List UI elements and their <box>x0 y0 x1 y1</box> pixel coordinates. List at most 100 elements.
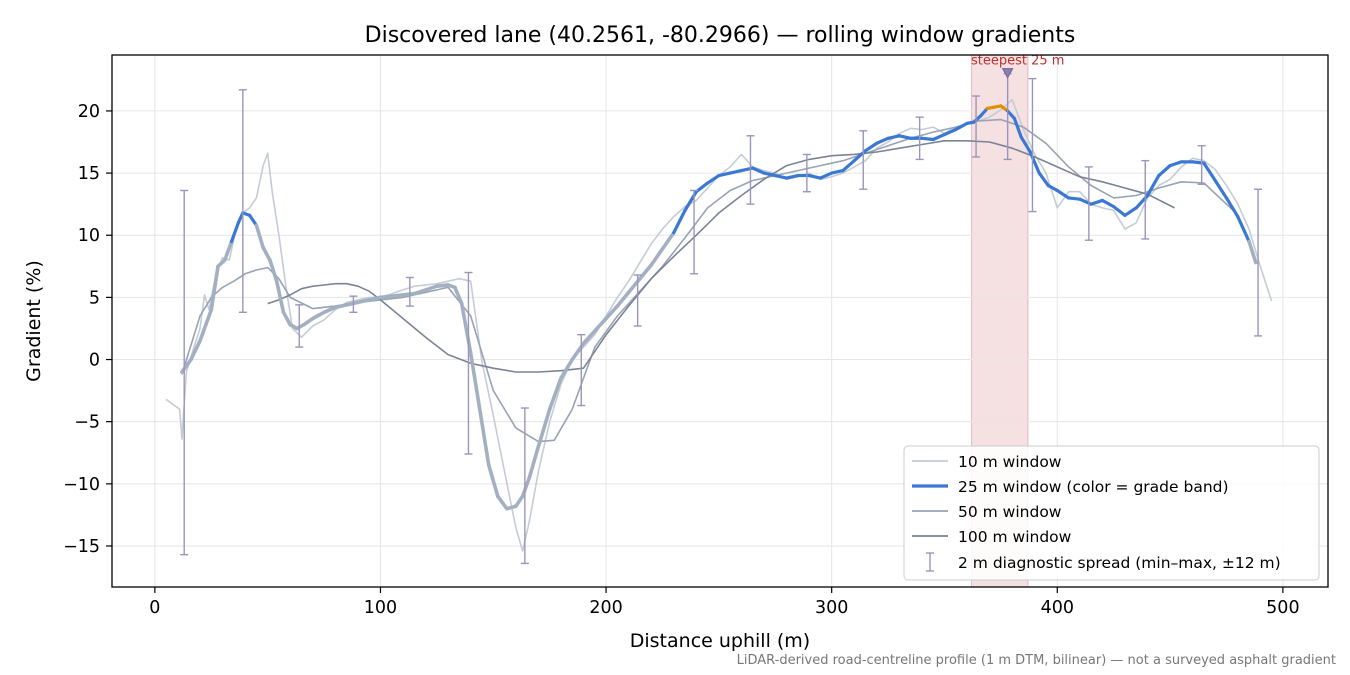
series-25m-segment <box>1006 109 1017 120</box>
series-25m-segment <box>1145 173 1161 198</box>
series-25m-segment <box>863 141 879 153</box>
series-25m-segment <box>649 247 665 267</box>
series-25m-segment <box>807 173 822 180</box>
series-25m-segment <box>495 494 509 511</box>
series-25m-segment <box>367 295 383 302</box>
series-25m-segment <box>527 444 541 480</box>
steepest-marker <box>1001 68 1014 79</box>
series-25m-segment <box>875 136 890 145</box>
legend-errorbar-symbol <box>926 552 934 572</box>
series-25m-segment <box>1224 196 1240 219</box>
series-25m-segment <box>1037 171 1050 188</box>
series-25m-segment <box>268 258 279 284</box>
series-25m-segment <box>672 208 687 235</box>
series-25m-segment <box>841 159 856 173</box>
series-25m-segment <box>310 310 326 321</box>
series-25m-segment <box>356 298 371 305</box>
series-25m-segment <box>1012 116 1023 139</box>
series-25m-segment <box>1236 214 1251 244</box>
plot-frame <box>111 54 1329 588</box>
x-tick-label: 500 <box>1266 598 1299 618</box>
series-layer <box>165 98 1273 552</box>
series-25m-segment <box>615 290 631 308</box>
x-tick-label: 400 <box>1041 598 1074 618</box>
series-25m-segment <box>559 357 575 380</box>
series-25m-segment <box>705 173 721 185</box>
series-25m-segment <box>514 494 525 509</box>
series-25m-segment <box>1089 198 1104 206</box>
series-25m-segment <box>762 171 777 178</box>
series-25m-segment <box>818 171 834 180</box>
series-25m-segment <box>1066 196 1082 201</box>
series-25m-segment <box>1055 188 1071 200</box>
x-tick-label: 100 <box>364 598 397 618</box>
series-25m-segment <box>468 351 482 412</box>
series-25m-segment <box>536 407 552 449</box>
legend: 10 m window 25 m window (color = grade b… <box>903 445 1320 581</box>
series-25m-segment <box>198 308 214 343</box>
series-25m-segment <box>477 407 491 467</box>
series-10m-line <box>165 98 1273 552</box>
series-25m-segment <box>389 293 405 298</box>
y-tick-label: 15 <box>78 164 100 184</box>
series-25m-segment <box>694 181 710 194</box>
series-25m-segment <box>886 134 901 140</box>
y-tick-label: −10 <box>63 475 100 495</box>
series-25m-segment <box>401 291 417 297</box>
y-tick-label: 5 <box>89 288 100 308</box>
series-25m-segment <box>592 316 608 333</box>
series-25m-segment <box>254 223 265 250</box>
series-25m-segment <box>942 127 958 137</box>
series-25m-segment <box>773 173 789 180</box>
series-25m-segment <box>604 304 620 321</box>
series-25m-segment <box>978 106 989 118</box>
y-tick-label: −15 <box>63 537 100 557</box>
chart-title: Discovered lane (40.2561, -80.2966) — ro… <box>365 23 1076 48</box>
series-25m-segment <box>728 168 744 175</box>
series-25m-segment <box>281 310 293 327</box>
series-25m-segment <box>423 284 439 292</box>
y-tick-label: 20 <box>78 102 100 122</box>
series-25m-segment <box>581 329 597 346</box>
annotation-layer: steepest 25 m <box>971 54 1064 79</box>
y-tick-label: 10 <box>78 226 100 246</box>
legend-box <box>903 445 1320 581</box>
series-25m-segment <box>453 285 464 306</box>
series-25m-segment <box>1123 206 1138 217</box>
legend-label-10m: 10 m window <box>958 453 1062 471</box>
series-25m-segment <box>1100 198 1116 209</box>
series-25m-segment <box>1112 205 1127 217</box>
series-25m-segment <box>897 134 913 140</box>
y-axis-label: Gradient (%) <box>23 260 45 382</box>
x-axis-label: Distance uphill (m) <box>630 630 810 652</box>
series-25m-segment <box>486 463 500 499</box>
series-25m-segment <box>248 213 258 227</box>
series-25m-segment <box>274 279 286 315</box>
series-25m-segment <box>931 132 947 142</box>
x-tick-label: 0 <box>149 598 160 618</box>
errorbar-layer <box>180 72 1263 565</box>
footnote: LiDAR-derived road-centreline profile (1… <box>737 653 1336 668</box>
x-tick-label: 300 <box>815 598 848 618</box>
series-25m-segment <box>520 475 532 499</box>
series-25m-segment <box>830 168 845 175</box>
series-25m-segment <box>660 230 676 251</box>
series-25m-segment <box>378 294 394 300</box>
steepest-label: steepest 25 m <box>971 54 1064 69</box>
y-tick-label: 0 <box>89 351 100 371</box>
legend-label-100m: 100 m window <box>958 528 1072 546</box>
series-25m-segment <box>1157 164 1172 178</box>
series-25m-segment <box>1213 178 1229 200</box>
series-25m-segment <box>1202 161 1217 183</box>
series-25m-segment <box>223 239 234 262</box>
series-25m-segment <box>209 264 220 312</box>
legend-label-25m: 25 m window (color = grade band) <box>958 478 1229 496</box>
series-25m-segment <box>333 303 349 310</box>
legend-label-50m: 50 m window <box>958 503 1062 521</box>
series-25m-segment <box>435 283 450 288</box>
series-25m-segment <box>229 221 240 244</box>
legend-label-spread: 2 m diagnostic spread (min–max, ±12 m) <box>958 554 1281 572</box>
series-25m-segment <box>784 173 800 180</box>
series-25m-segment <box>180 357 193 374</box>
